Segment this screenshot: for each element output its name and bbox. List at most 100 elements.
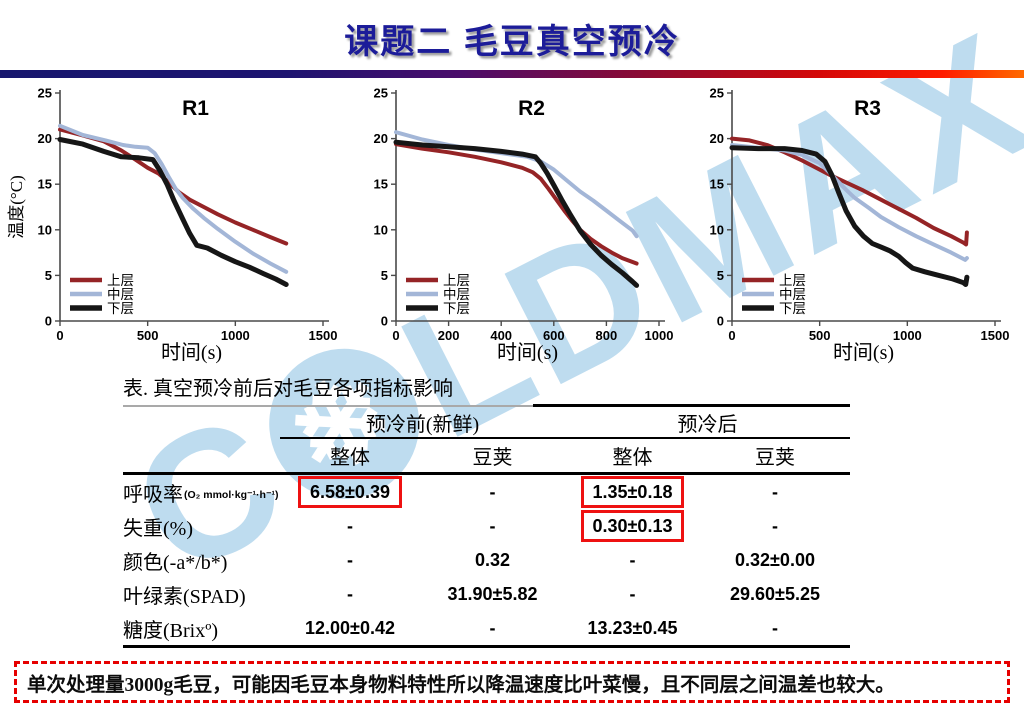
svg-text:25: 25 xyxy=(710,86,724,101)
svg-text:15: 15 xyxy=(710,177,724,192)
svg-text:R2: R2 xyxy=(518,97,545,120)
svg-text:R1: R1 xyxy=(182,97,209,120)
chart-r1: 0 5 10 15 20 25 0 500 1000 1500 R1 温度(°C) 时间(s) 上层中层下… xyxy=(7,86,338,365)
row-label-color: 颜色(-a*/b*) xyxy=(123,551,228,574)
svg-text:0: 0 xyxy=(381,314,388,329)
svg-text:1500: 1500 xyxy=(981,328,1010,343)
svg-text:下层: 下层 xyxy=(779,301,806,316)
highlighted-value: 0.30±0.13 xyxy=(580,510,685,542)
svg-text:时间(s): 时间(s) xyxy=(833,341,894,364)
table-cell: - xyxy=(489,515,496,536)
svg-text:0: 0 xyxy=(717,314,724,329)
table-cell: 6.58±0.39 xyxy=(280,475,420,509)
chart-r1-container: 0 5 10 15 20 25 0 500 1000 1500 R1 温度(°C) 时间(s) 上层 中层下… xyxy=(6,85,342,367)
table-cell: 31.90±5.82 xyxy=(447,583,538,604)
table-cell: - xyxy=(629,583,636,604)
svg-text:下层: 下层 xyxy=(443,301,470,316)
svg-text:500: 500 xyxy=(809,328,831,343)
row-label-respiration: 呼吸率 (O₂ mmol·kg⁻¹·h⁻¹) xyxy=(123,483,279,506)
subheader-whole-1: 整体 xyxy=(280,439,420,475)
svg-text:10: 10 xyxy=(710,222,724,237)
title-divider-bar xyxy=(0,70,1024,78)
highlighted-value: 1.35±0.18 xyxy=(580,476,685,508)
svg-text:0: 0 xyxy=(728,328,735,343)
table-cell: - xyxy=(629,549,636,570)
svg-text:20: 20 xyxy=(374,131,388,146)
svg-text:下层: 下层 xyxy=(107,301,134,316)
svg-text:温度(°C): 温度(°C) xyxy=(7,175,26,238)
table-caption: 表. 真空预冷前后对毛豆各项指标影响 xyxy=(123,378,453,400)
svg-text:上层: 上层 xyxy=(107,273,134,288)
svg-text:1000: 1000 xyxy=(893,328,922,343)
table-cell: 0.32 xyxy=(474,549,511,570)
table-cell: - xyxy=(347,515,353,536)
svg-text:5: 5 xyxy=(381,268,388,283)
svg-text:25: 25 xyxy=(374,86,388,101)
table-cell: - xyxy=(772,515,778,536)
table-cell: 1.35±0.18 xyxy=(565,475,700,509)
group-header-precool-before: 预冷前(新鲜) xyxy=(280,407,565,439)
table-corner-cell xyxy=(123,407,280,437)
svg-text:10: 10 xyxy=(374,222,388,237)
subheader-pod-2: 豆荚 xyxy=(700,439,850,475)
svg-text:0: 0 xyxy=(56,328,63,343)
chart-r2-container: 0 5 10 15 20 25 0 200 400 600 800 1000 R2 时间(s) 上层 中层 下层 xyxy=(342,85,678,367)
table-cell: - xyxy=(420,611,565,648)
svg-text:中层: 中层 xyxy=(107,287,134,302)
table-cell: 0.30±0.13 xyxy=(565,509,700,543)
svg-text:时间(s): 时间(s) xyxy=(161,341,222,364)
page-title: 课题二 毛豆真空预冷 xyxy=(344,23,680,61)
conclusion-note-box: 单次处理量3000g毛豆，可能因毛豆本身物料特性所以降温速度比叶菜慢，且不同层之… xyxy=(14,661,1010,703)
table-cell: 0.32±0.00 xyxy=(735,549,815,570)
table-cell: - xyxy=(347,583,353,604)
svg-text:0: 0 xyxy=(392,328,399,343)
svg-text:中层: 中层 xyxy=(443,287,470,302)
row-label-sugar: 糖度(Brixº) xyxy=(123,611,280,648)
table-cell: - xyxy=(489,481,496,502)
svg-text:25: 25 xyxy=(38,86,52,101)
charts-row: 0 5 10 15 20 25 0 500 1000 1500 R1 温度(°C) 时间(s) 上层 中层下… xyxy=(6,85,1018,370)
table-cell: - xyxy=(772,481,778,502)
table-top-rule xyxy=(123,404,850,407)
svg-text:中层: 中层 xyxy=(779,287,806,302)
svg-text:200: 200 xyxy=(438,328,460,343)
svg-text:15: 15 xyxy=(374,177,388,192)
svg-text:上层: 上层 xyxy=(443,273,470,288)
svg-text:1000: 1000 xyxy=(645,328,674,343)
svg-text:600: 600 xyxy=(543,328,565,343)
table-cell: 29.60±5.25 xyxy=(730,583,820,604)
svg-text:1000: 1000 xyxy=(221,328,250,343)
svg-text:20: 20 xyxy=(38,131,52,146)
conclusion-note-text: 单次处理量3000g毛豆，可能因毛豆本身物料特性所以降温速度比叶菜慢，且不同层之… xyxy=(27,674,895,696)
table-cell: 12.00±0.42 xyxy=(280,611,420,648)
highlighted-value: 6.58±0.39 xyxy=(298,476,402,508)
table-cell: - xyxy=(347,549,353,570)
svg-text:500: 500 xyxy=(137,328,159,343)
subheader-pod-1: 豆荚 xyxy=(420,439,565,475)
svg-text:0: 0 xyxy=(45,314,52,329)
metrics-table: 表. 真空预冷前后对毛豆各项指标影响 预冷前(新鲜) 预冷后 整体 豆荚 整体 … xyxy=(123,376,850,648)
svg-text:上层: 上层 xyxy=(779,273,806,288)
row-label-weight-loss: 失重(%) xyxy=(123,517,193,540)
svg-text:400: 400 xyxy=(490,328,512,343)
subheader-whole-2: 整体 xyxy=(565,439,700,475)
svg-text:5: 5 xyxy=(717,268,724,283)
subheader-empty xyxy=(123,439,280,475)
table-cell: 13.23±0.45 xyxy=(565,611,700,648)
svg-text:20: 20 xyxy=(710,131,724,146)
svg-text:800: 800 xyxy=(596,328,618,343)
row-label-chlorophyll: 叶绿素(SPAD) xyxy=(123,585,246,608)
svg-text:10: 10 xyxy=(38,222,52,237)
table-cell: - xyxy=(700,611,850,648)
svg-text:15: 15 xyxy=(38,177,52,192)
row-label-respiration-unit: (O₂ mmol·kg⁻¹·h⁻¹) xyxy=(184,489,279,501)
svg-text:5: 5 xyxy=(45,268,52,283)
svg-text:1500: 1500 xyxy=(309,328,338,343)
svg-text:R3: R3 xyxy=(854,97,881,120)
chart-r3-container: 0 5 10 15 20 25 0 500 1000 1500 R3 时间(s) 上层 中层 下层 xyxy=(678,85,1014,367)
group-header-precool-after: 预冷后 xyxy=(565,407,850,439)
svg-text:时间(s): 时间(s) xyxy=(497,341,558,364)
